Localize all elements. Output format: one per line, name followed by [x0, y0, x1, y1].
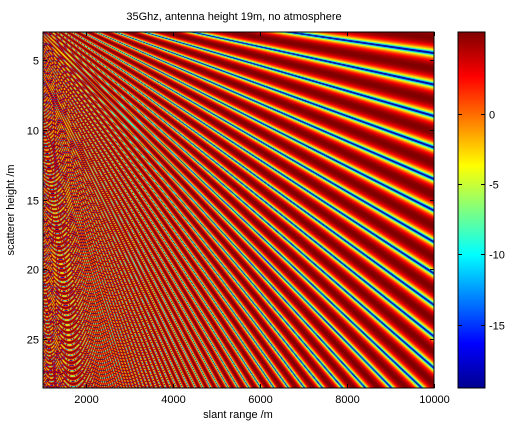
y-tick-label: 5	[33, 56, 39, 68]
colorbar-tick-label: -5	[489, 180, 499, 192]
x-axis-label: slant range /m	[203, 409, 273, 421]
colorbar-tick-label: -10	[489, 250, 505, 262]
y-tick-label: 10	[27, 126, 39, 138]
colorbar-tick-label: 0	[489, 110, 495, 122]
y-axis: 5 10 15 20 25	[27, 56, 434, 347]
x-tick-label: 6000	[248, 394, 272, 406]
colorbar: 0 -5 -10 -15	[457, 31, 505, 389]
colorbar-tick-label: -15	[489, 321, 505, 333]
x-axis: 2000 4000 6000 8000 10000	[74, 32, 450, 406]
x-tick-label: 8000	[335, 394, 359, 406]
x-tick-label: 4000	[161, 394, 185, 406]
x-tick-label: 2000	[74, 394, 98, 406]
y-tick-label: 20	[27, 265, 39, 277]
colorbar-frame	[457, 31, 486, 389]
chart-title: 35Ghz, antenna height 19m, no atmosphere	[126, 11, 341, 23]
heatmap-canvas	[43, 32, 434, 388]
y-axis-label: scatterer height /m	[5, 164, 17, 255]
plot-area	[42, 31, 435, 389]
y-tick-label: 15	[27, 196, 39, 208]
y-tick-label: 25	[27, 335, 39, 347]
colorbar-gradient	[458, 32, 485, 388]
x-tick-label: 10000	[419, 394, 450, 406]
plot-frame	[42, 31, 435, 389]
